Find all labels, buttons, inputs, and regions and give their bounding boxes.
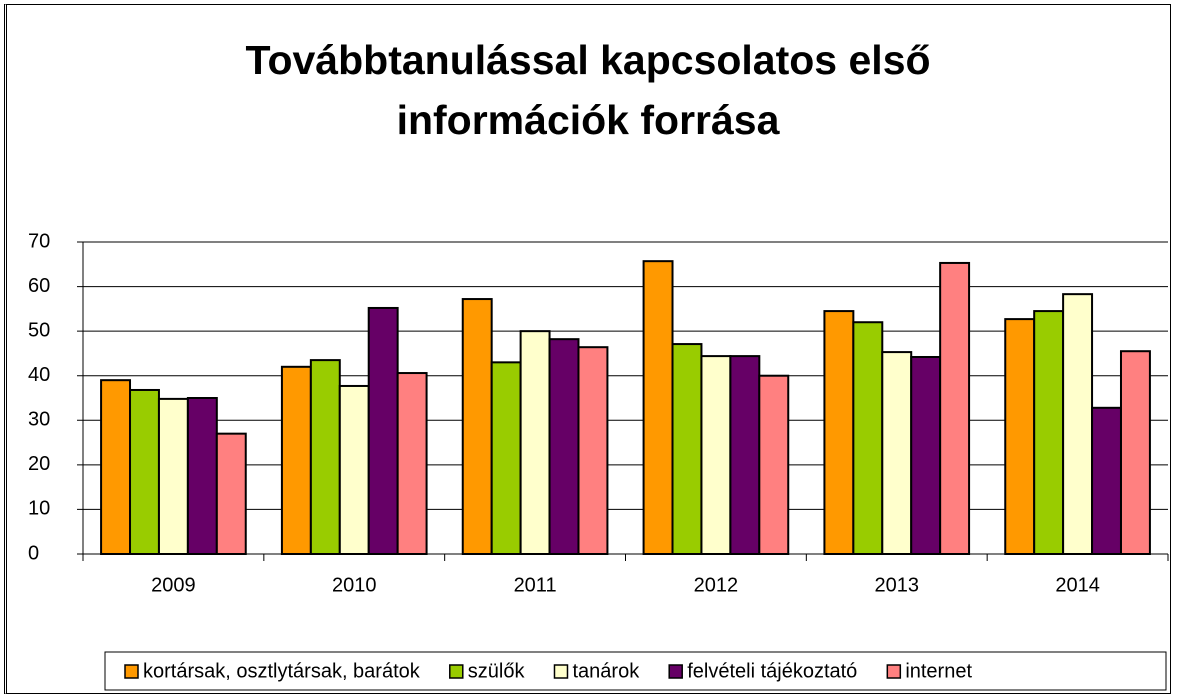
bar — [100, 379, 132, 555]
bar — [309, 359, 341, 555]
bar — [881, 351, 913, 555]
bar — [910, 355, 942, 555]
x-tick-label: 2010 — [332, 574, 377, 596]
bar — [700, 355, 732, 555]
bar — [338, 384, 370, 556]
bar — [490, 361, 522, 556]
chart-title: Továbbtanulással kapcsolatos első inform… — [245, 37, 931, 143]
legend-swatch — [449, 664, 464, 679]
y-tick-label: 20 — [28, 453, 50, 475]
x-tick-label: 2011 — [514, 574, 557, 596]
bar — [729, 355, 761, 555]
bar — [519, 330, 551, 555]
bar — [1062, 293, 1094, 555]
bar — [461, 298, 493, 555]
bar — [1091, 406, 1122, 556]
legend-label: tanárok — [572, 660, 640, 682]
legend-label: felvételi tájékoztató — [687, 660, 857, 682]
x-tick-label: 2009 — [151, 574, 196, 596]
x-tick-label: 2012 — [694, 574, 739, 596]
legend-swatch — [668, 664, 683, 679]
bar — [671, 343, 703, 555]
legend-swatch — [553, 664, 569, 679]
bar — [280, 365, 312, 555]
bar — [129, 388, 160, 555]
bar — [186, 397, 218, 555]
bar — [157, 397, 189, 555]
y-tick-label: 70 — [28, 230, 50, 252]
bar — [758, 374, 790, 556]
bar — [1119, 350, 1151, 556]
legend-swatch — [124, 664, 139, 679]
bar — [1004, 318, 1036, 556]
bar — [852, 321, 884, 555]
y-tick-label: 40 — [28, 364, 50, 386]
legend-label: internet — [905, 660, 972, 682]
x-tick-label: 2013 — [875, 574, 920, 596]
bar — [215, 432, 247, 555]
y-tick-label: 60 — [28, 275, 50, 297]
bar — [396, 372, 428, 556]
legend-label: kortársak, osztlytársak, barátok — [143, 660, 421, 682]
bar — [642, 260, 674, 555]
bar — [577, 346, 609, 555]
legend-box — [104, 651, 1167, 691]
y-tick-label: 0 — [28, 542, 39, 564]
bar — [548, 338, 580, 555]
bar — [823, 310, 855, 556]
y-tick-label: 30 — [28, 409, 50, 431]
legend-label: szülők — [468, 660, 526, 682]
legend-swatch — [886, 664, 902, 679]
bar — [1033, 310, 1065, 556]
y-tick-label: 10 — [28, 498, 50, 520]
x-tick-label: 2014 — [1055, 574, 1100, 596]
y-tick-label: 50 — [28, 319, 50, 341]
bar — [939, 261, 971, 555]
chart-frame — [4, 4, 1171, 694]
bar — [367, 306, 399, 556]
